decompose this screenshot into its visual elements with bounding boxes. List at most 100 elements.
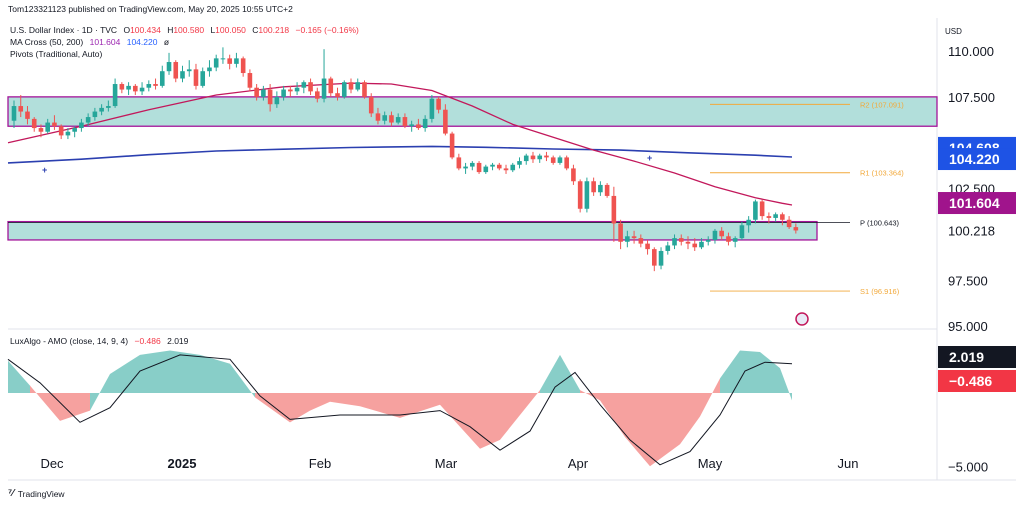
ma50-value: 101.604: [89, 37, 121, 47]
candle-body: [112, 84, 118, 107]
amo-area: [400, 393, 440, 418]
time-label: May: [698, 456, 723, 471]
candle-body: [665, 245, 671, 251]
amo-area: [560, 354, 580, 394]
candle-body: [166, 62, 172, 72]
candle-body: [220, 58, 226, 60]
ohlc-open: 100.434: [130, 25, 161, 35]
candle-body: [207, 67, 212, 72]
publisher-line: Tom123321123 published on TradingView.co…: [8, 4, 293, 14]
candle-body: [281, 89, 286, 97]
candle-body: [146, 84, 152, 88]
candle-body: [766, 216, 772, 218]
candle-body: [739, 225, 745, 239]
candle-body: [213, 58, 219, 68]
candle-body: [490, 164, 495, 167]
candle-body: [658, 250, 664, 266]
candle-body: [598, 184, 603, 193]
candle-body: [416, 124, 421, 129]
candle-body: [126, 85, 131, 90]
candle-body: [58, 126, 64, 136]
candle-body: [402, 117, 408, 127]
candle-body: [85, 117, 91, 123]
amo-area: [110, 354, 140, 394]
pivots-legend[interactable]: Pivots (Traditional, Auto): [10, 49, 103, 59]
ma-cross-hidden-icon[interactable]: ø: [163, 37, 170, 47]
amo-area: [480, 393, 500, 449]
candle-body: [470, 162, 475, 167]
candle-body: [544, 155, 549, 158]
candle-body: [672, 238, 677, 246]
candle-body: [254, 87, 259, 97]
pivot-label-r1: R1 (103.364): [860, 169, 904, 178]
candle-body: [173, 62, 179, 79]
candle-body: [422, 118, 428, 129]
time-label: 2025: [168, 456, 197, 471]
candle-body: [483, 166, 489, 173]
candle-body: [25, 111, 30, 119]
price-tick: 110.000: [948, 44, 994, 59]
candle-body: [631, 236, 637, 239]
ohlc-close: 100.218: [258, 25, 290, 35]
amo-area: [30, 385, 60, 421]
candle-body: [463, 166, 468, 169]
candle-body: [368, 96, 374, 114]
candle-body: [409, 124, 414, 127]
candle-body: [712, 230, 718, 240]
luxalgo-legend[interactable]: LuxAlgo - AMO (close, 14, 9, 4) −0.486 2…: [10, 336, 192, 346]
tradingview-logo-icon: ⁷⁄: [8, 488, 14, 499]
candle-body: [106, 106, 111, 108]
candle-body: [692, 243, 698, 248]
time-label: Feb: [309, 456, 331, 471]
candle-body: [443, 109, 448, 134]
footer-brand[interactable]: ⁷⁄ TradingView: [8, 488, 65, 499]
candle-body: [119, 84, 125, 90]
candle-body: [611, 195, 617, 224]
candle-body: [645, 243, 650, 250]
candle-body: [348, 82, 354, 90]
candle-body: [503, 168, 509, 171]
ohlc-open-label: O: [123, 25, 131, 35]
candle-body: [79, 122, 84, 129]
luxalgo-label: LuxAlgo - AMO (close, 14, 9, 4): [10, 336, 129, 346]
candle-body: [523, 155, 529, 162]
amo-signal-line: [7, 354, 793, 466]
amo-area: [170, 350, 200, 394]
symbol-name: U.S. Dollar Index · 1D · TVC: [10, 25, 118, 35]
amo-area: [600, 393, 625, 437]
candle-body: [382, 115, 387, 121]
ma-cross-legend[interactable]: MA Cross (50, 200) 101.604 104.220 ø: [10, 37, 173, 47]
amo-label-amo-bg: [938, 370, 1016, 392]
candle-body: [759, 201, 765, 217]
amo-area: [200, 354, 230, 394]
pivot-label-p: P (100.643): [860, 219, 900, 228]
amo-area: [255, 393, 290, 423]
price-label-104608-bg: [938, 136, 1016, 159]
candle-body: [159, 71, 165, 86]
amo-area: [460, 393, 480, 449]
candle-body: [355, 82, 361, 90]
candle-body: [274, 96, 280, 105]
amo-label-amo: −0.486: [949, 373, 992, 389]
candle-body: [793, 227, 799, 231]
candle-body: [746, 219, 751, 226]
amo-area: [625, 393, 650, 467]
candle-body: [678, 238, 684, 242]
luxalgo-value-signal: 2.019: [167, 336, 189, 346]
currency-label[interactable]: USD: [945, 27, 962, 36]
candle-body: [186, 69, 192, 72]
candle-body: [557, 157, 563, 163]
amo-area: [500, 393, 520, 440]
candle-body: [625, 236, 630, 242]
candle-body: [193, 69, 199, 86]
candle-body: [153, 84, 158, 86]
candle-body: [449, 133, 455, 158]
ohlc-close-label: C: [252, 25, 259, 35]
amo-area: [760, 351, 780, 394]
price-label-last: 100.218: [948, 223, 995, 238]
ohlc-low: 100.050: [215, 25, 246, 35]
candle-body: [240, 58, 246, 74]
candle-body: [699, 241, 704, 248]
time-label: Jun: [838, 456, 859, 471]
ma200-line: [7, 145, 793, 164]
